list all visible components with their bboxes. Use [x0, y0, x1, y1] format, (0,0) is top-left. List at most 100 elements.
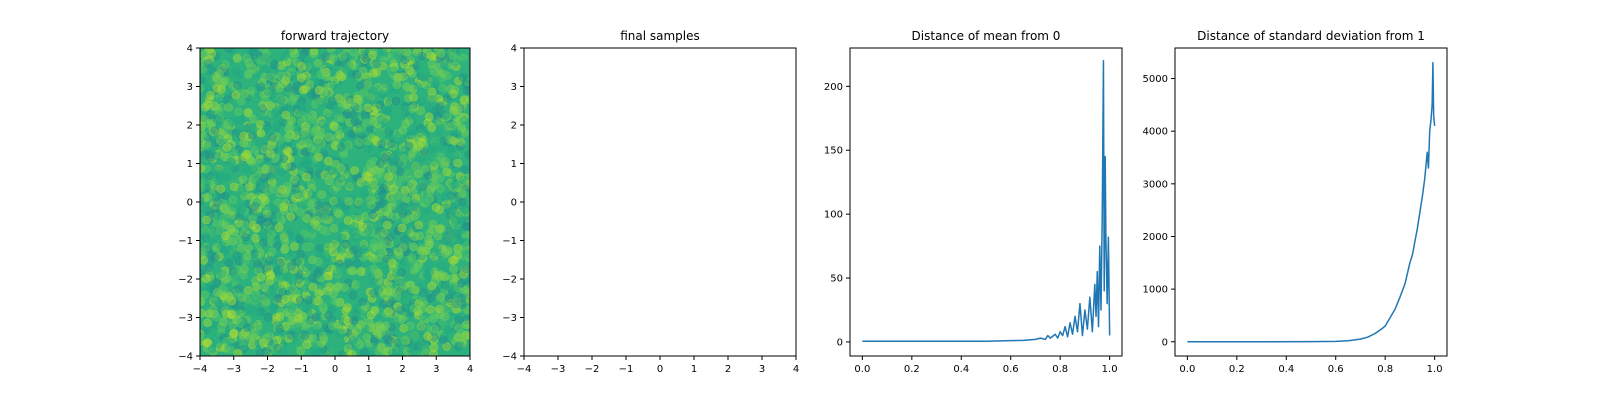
- y-tick-label: 150: [824, 146, 843, 157]
- scatter-point: [349, 84, 359, 93]
- scatter-point: [290, 49, 300, 59]
- y-tick-label: 4: [511, 44, 517, 55]
- scatter-point: [455, 137, 465, 146]
- scatter-point: [250, 201, 260, 211]
- y-tick-label: 50: [830, 274, 843, 285]
- scatter-point: [222, 172, 232, 182]
- scatter-point: [360, 111, 370, 120]
- scatter-point: [328, 321, 337, 331]
- scatter-point: [382, 220, 392, 230]
- scatter-point: [205, 256, 215, 266]
- scatter-point: [399, 232, 408, 241]
- scatter-point: [448, 273, 458, 283]
- scatter-point: [389, 153, 398, 162]
- scatter-point: [202, 215, 211, 225]
- scatter-point: [413, 169, 423, 179]
- scatter-point: [258, 293, 268, 303]
- y-tick-label: 1: [511, 159, 517, 170]
- x-tick-label: 0: [332, 364, 338, 375]
- axes-frame: [1174, 47, 1448, 357]
- scatter-point: [233, 107, 243, 116]
- scatter-point: [450, 255, 459, 265]
- scatter-point: [417, 61, 427, 71]
- scatter-point: [243, 150, 252, 159]
- scatter-point: [358, 245, 368, 254]
- y-tick-label: −4: [502, 352, 517, 363]
- scatter-point: [384, 172, 393, 182]
- scatter-point: [448, 284, 458, 293]
- scatter-point: [308, 333, 318, 343]
- scatter-point: [332, 157, 342, 166]
- scatter-point: [354, 200, 363, 209]
- scatter-point: [314, 138, 324, 148]
- scatter-point: [333, 319, 342, 329]
- scatter-point: [362, 333, 372, 342]
- scatter-point: [436, 184, 445, 193]
- scatter-point: [453, 333, 463, 342]
- scatter-point: [460, 204, 470, 214]
- scatter-point: [240, 191, 249, 201]
- scatter-point: [463, 305, 470, 314]
- y-tick-label: 0: [1162, 337, 1168, 348]
- scatter-point: [410, 199, 420, 208]
- scatter-point: [263, 350, 272, 356]
- plot-area-mean-distance: [862, 60, 1111, 343]
- scatter-point: [412, 263, 422, 273]
- scatter-point: [438, 68, 448, 78]
- scatter-point: [377, 239, 386, 249]
- scatter-point: [423, 324, 432, 334]
- scatter-point: [264, 314, 274, 323]
- scatter-point: [280, 245, 289, 254]
- scatter-point: [279, 233, 289, 243]
- scatter-point: [352, 70, 362, 79]
- scatter-point: [426, 185, 435, 195]
- scatter-point: [309, 49, 319, 58]
- scatter-point: [330, 235, 339, 245]
- scatter-point: [364, 172, 373, 182]
- scatter-point: [270, 60, 279, 70]
- scatter-point: [360, 64, 369, 73]
- scatter-point: [409, 93, 418, 102]
- y-tick-label: 100: [824, 210, 843, 221]
- scatter-point: [389, 184, 399, 194]
- scatter-point: [213, 288, 222, 297]
- scatter-point: [323, 271, 333, 281]
- scatter-point: [319, 335, 329, 344]
- scatter-point: [425, 267, 434, 277]
- scatter-point: [318, 301, 327, 310]
- scatter-point: [403, 346, 412, 356]
- scatter-point: [303, 214, 312, 223]
- scatter-point: [355, 308, 365, 317]
- scatter-point: [211, 72, 221, 81]
- scatter-point: [260, 283, 269, 292]
- scatter-point: [459, 116, 469, 125]
- scatter-point: [451, 299, 461, 309]
- scatter-point: [410, 263, 420, 272]
- scatter-point: [335, 328, 345, 338]
- scatter-point: [429, 314, 438, 323]
- scatter-point: [449, 92, 459, 101]
- scatter-point: [444, 294, 454, 303]
- scatter-point: [274, 83, 284, 93]
- scatter-point: [355, 95, 364, 105]
- scatter-point: [440, 312, 450, 322]
- scatter-point: [389, 164, 398, 173]
- scatter-point: [238, 175, 248, 184]
- scatter-point: [347, 350, 357, 356]
- scatter-point: [254, 308, 264, 318]
- scatter-point: [390, 315, 400, 325]
- scatter-point: [414, 141, 424, 151]
- y-tick-label: −3: [502, 313, 517, 324]
- scatter-point: [267, 140, 277, 149]
- scatter-point: [250, 81, 259, 91]
- scatter-point: [442, 281, 452, 291]
- scatter-point: [265, 276, 275, 286]
- scatter-point: [266, 71, 276, 80]
- scatter-point: [325, 82, 334, 91]
- scatter-point: [406, 130, 416, 140]
- scatter-point: [368, 210, 377, 220]
- scatter-point: [423, 171, 433, 180]
- scatter-point: [248, 214, 257, 223]
- panel-forward-trajectory: −4 −3 −2 −1 0 1 2 3 4 −4 −3 −2 −1 0 1 2 3 4 forward traje…: [178, 29, 473, 375]
- scatter-point: [379, 228, 389, 238]
